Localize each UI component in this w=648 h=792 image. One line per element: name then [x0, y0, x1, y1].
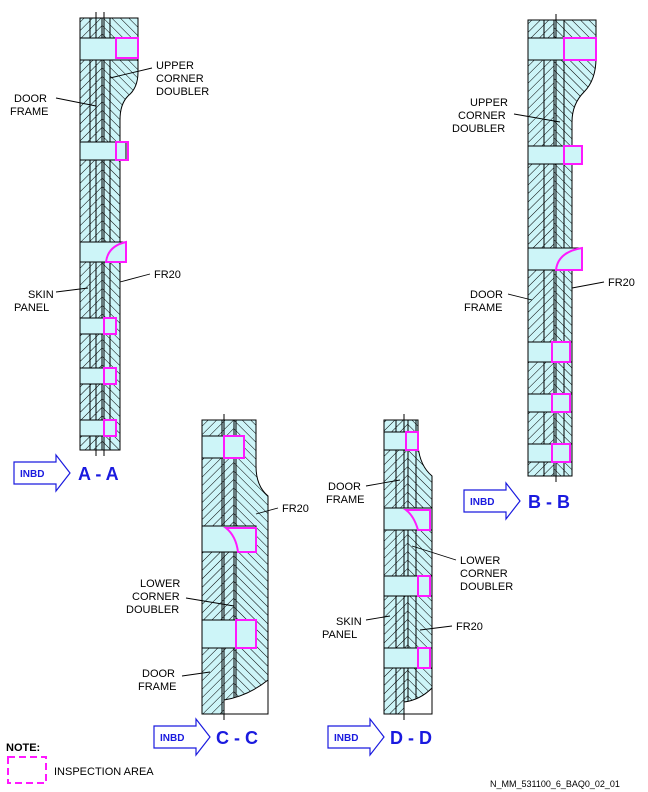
inspection-area-marker — [563, 145, 583, 165]
skin-panel-label-d-l1: SKIN — [336, 616, 362, 628]
fr20-label-d: FR20 — [456, 621, 483, 633]
door-frame-label-b-l2: FRAME — [464, 302, 503, 314]
section-b-b-drawing — [507, 14, 605, 482]
inspection-area-marker — [563, 37, 597, 61]
drawing-reference: N_MM_531100_6_BAQ0_02_01 — [490, 779, 620, 789]
inspection-area-marker — [554, 246, 583, 271]
inspection-area-marker — [405, 431, 419, 451]
inspection-area-marker — [417, 575, 431, 597]
lower-corner-doubler-label-c-l3: DOUBLER — [126, 604, 179, 616]
inspection-area-marker — [551, 393, 571, 413]
door-frame-label-b-l1: DOOR — [470, 289, 503, 301]
inbd-arrow-b: INBD — [463, 481, 521, 521]
inbd-arrow-a: INBD — [13, 453, 71, 493]
inbd-arrow-c: INBD — [153, 717, 211, 757]
section-title-b: B - B — [528, 492, 570, 512]
inbd-label-b: INBD — [470, 497, 494, 508]
lower-corner-doubler-label-c-l2: CORNER — [132, 591, 180, 603]
upper-corner-doubler-label-a-l2: CORNER — [156, 73, 204, 85]
section-d-d-drawing — [365, 414, 457, 720]
fr20-label-a: FR20 — [154, 269, 181, 281]
inspection-area-marker — [551, 443, 571, 463]
section-title-c: C - C — [216, 728, 258, 748]
fr20-label-b: FR20 — [608, 277, 635, 289]
inspection-area-marker — [235, 619, 257, 649]
door-frame-label-c-l1: DOOR — [142, 668, 175, 680]
lower-corner-doubler-label-c-l1: LOWER — [140, 578, 180, 590]
lower-corner-doubler-label-d-l1: LOWER — [460, 555, 500, 567]
inbd-label-a: INBD — [20, 469, 44, 480]
upper-corner-doubler-label-a-l3: DOUBLER — [156, 86, 209, 98]
inspection-area-marker — [103, 367, 117, 385]
upper-corner-doubler-label-a-l1: UPPER — [156, 60, 194, 72]
upper-corner-doubler-label-b-l3: DOUBLER — [452, 123, 505, 135]
inspection-area-legend-swatch — [7, 756, 47, 784]
inspection-area-marker — [103, 317, 117, 335]
section-a-a-drawing — [55, 12, 153, 456]
inspection-area-marker — [103, 419, 117, 437]
inspection-area-marker — [403, 509, 431, 531]
inspection-area-marker — [223, 435, 245, 459]
upper-corner-doubler-label-b-l1: UPPER — [470, 97, 508, 109]
door-frame-label-d-l1: DOOR — [328, 481, 361, 493]
note-title: NOTE: — [6, 742, 40, 754]
inbd-label-d: INBD — [334, 733, 358, 744]
inspection-area-marker — [104, 240, 127, 263]
upper-corner-doubler-label-b-l2: CORNER — [458, 110, 506, 122]
lower-corner-doubler-label-d-l3: DOUBLER — [460, 581, 513, 593]
inspection-area-marker — [417, 647, 431, 669]
inspection-area-legend-label: INSPECTION AREA — [54, 766, 154, 778]
fr20-label-c: FR20 — [282, 503, 309, 515]
inbd-label-c: INBD — [160, 733, 184, 744]
inspection-area-marker — [551, 341, 571, 363]
inspection-area-marker — [115, 37, 139, 59]
door-frame-label-a-l1: DOOR — [14, 93, 47, 105]
inspection-area-marker — [223, 527, 257, 553]
section-title-a: A - A — [78, 464, 119, 484]
section-c-c-drawing — [181, 414, 279, 720]
section-title-d: D - D — [390, 728, 432, 748]
lower-corner-doubler-label-d-l2: CORNER — [460, 568, 508, 580]
door-frame-label-a-l2: FRAME — [10, 106, 49, 118]
door-frame-label-c-l2: FRAME — [138, 681, 177, 693]
skin-panel-label-d-l2: PANEL — [322, 629, 357, 641]
skin-panel-label-a-l2: PANEL — [14, 302, 49, 314]
skin-panel-label-a-l1: SKIN — [28, 289, 54, 301]
inspection-area-marker — [115, 141, 129, 161]
door-frame-label-d-l2: FRAME — [326, 494, 365, 506]
inbd-arrow-d: INBD — [327, 717, 385, 757]
